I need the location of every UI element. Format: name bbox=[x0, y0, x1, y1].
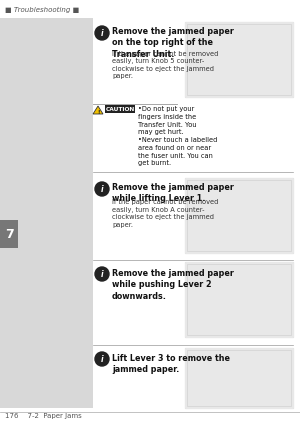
FancyBboxPatch shape bbox=[185, 262, 293, 337]
Polygon shape bbox=[185, 22, 293, 97]
Text: i: i bbox=[101, 29, 103, 38]
Text: •Do not put your
fingers inside the
Transfer Unit. You
may get hurt.
•Never touc: •Do not put your fingers inside the Tran… bbox=[138, 106, 218, 166]
Text: Lift Lever 3 to remove the
jammed paper.: Lift Lever 3 to remove the jammed paper. bbox=[112, 354, 230, 374]
FancyBboxPatch shape bbox=[105, 105, 135, 113]
Text: 176    7-2  Paper Jams: 176 7-2 Paper Jams bbox=[5, 413, 82, 419]
Text: CAUTION: CAUTION bbox=[105, 107, 135, 111]
Text: ■ Troubleshooting ■: ■ Troubleshooting ■ bbox=[5, 7, 79, 13]
Text: i: i bbox=[101, 185, 103, 194]
FancyBboxPatch shape bbox=[0, 220, 18, 248]
Text: If the paper cannot be removed
easily, turn Knob A counter-
clockwise to eject t: If the paper cannot be removed easily, t… bbox=[112, 199, 218, 227]
Text: Remove the jammed paper
while pushing Lever 2
downwards.: Remove the jammed paper while pushing Le… bbox=[112, 269, 234, 301]
Text: Remove the jammed paper
on the top right of the
Transfer Unit.: Remove the jammed paper on the top right… bbox=[112, 27, 234, 59]
Text: Remove the jammed paper
while lifting Lever 1.: Remove the jammed paper while lifting Le… bbox=[112, 183, 234, 204]
Circle shape bbox=[95, 26, 109, 40]
Text: !: ! bbox=[97, 110, 99, 115]
FancyBboxPatch shape bbox=[185, 178, 293, 253]
Text: i: i bbox=[101, 355, 103, 364]
Circle shape bbox=[95, 267, 109, 281]
FancyBboxPatch shape bbox=[185, 22, 293, 97]
Polygon shape bbox=[185, 178, 293, 253]
Circle shape bbox=[95, 352, 109, 366]
Polygon shape bbox=[93, 106, 103, 114]
Polygon shape bbox=[185, 262, 293, 337]
FancyBboxPatch shape bbox=[185, 348, 293, 408]
Polygon shape bbox=[185, 348, 293, 408]
Text: If the paper cannot be removed
easily, turn Knob 5 counter-
clockwise to eject t: If the paper cannot be removed easily, t… bbox=[112, 51, 218, 79]
Text: 7: 7 bbox=[4, 227, 14, 241]
Text: i: i bbox=[101, 270, 103, 279]
Circle shape bbox=[95, 182, 109, 196]
FancyBboxPatch shape bbox=[0, 18, 93, 408]
